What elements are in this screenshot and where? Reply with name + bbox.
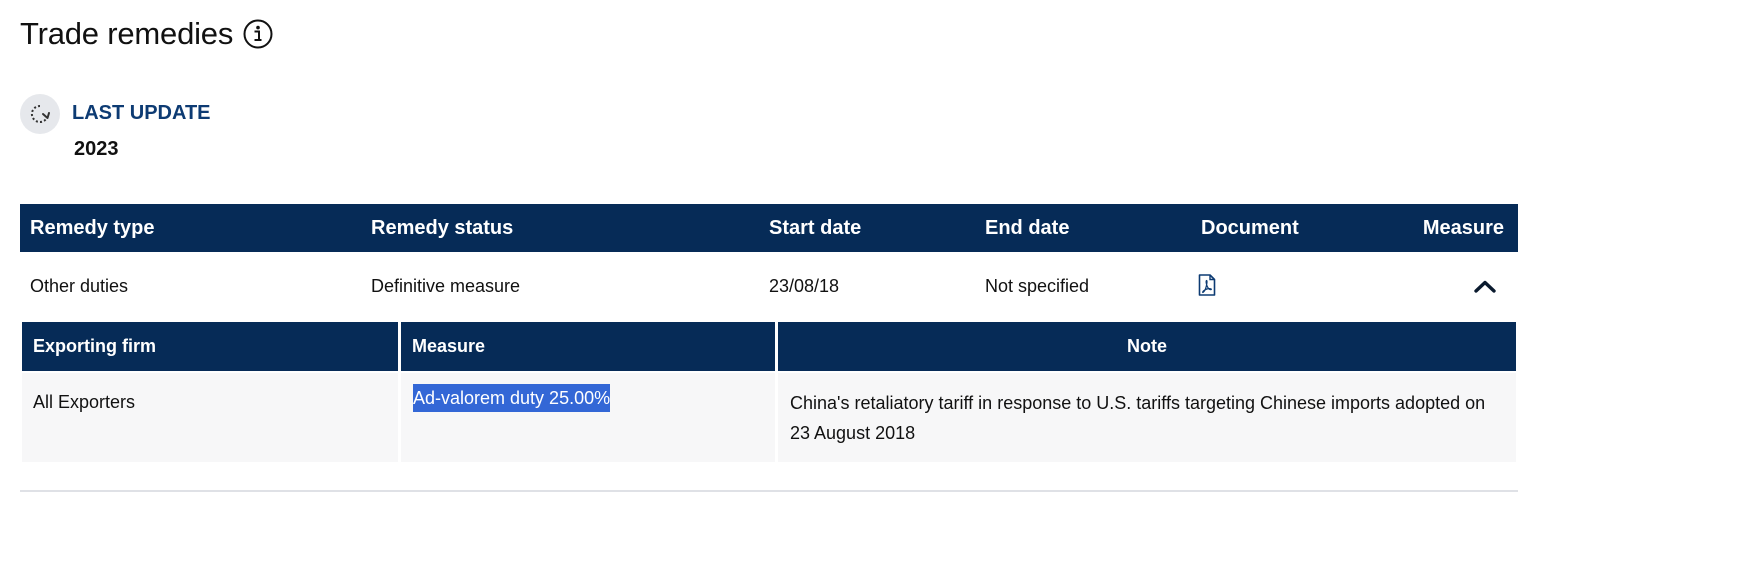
cell-end-date: Not specified [985,276,1090,296]
section-divider [20,490,1518,492]
selected-measure-text[interactable]: Ad-valorem duty 25.00% [413,384,611,412]
cell-note: China's retaliatory tariff in response t… [778,373,1516,462]
collapse-measure-toggle[interactable] [1472,276,1498,296]
remedies-table-header: Remedy type Remedy status Start date End… [20,204,1518,252]
cell-measure-detail: Ad-valorem duty 25.00% [401,373,775,462]
col-remedy-status: Remedy status [371,217,514,239]
col-remedy-type: Remedy type [30,217,155,239]
col-measure: Measure [1422,217,1504,239]
col-document: Document [1201,217,1299,239]
col-note: Note [778,322,1516,371]
section-header: Trade remedies [20,14,273,54]
chevron-up-icon [1474,280,1496,293]
measure-details-header: Exporting firm Measure Note [22,322,1516,371]
cell-start-date: 23/08/18 [769,276,840,296]
refresh-icon [20,94,60,134]
section-title: Trade remedies [20,16,234,51]
cell-remedy-status: Definitive measure [371,276,521,296]
pdf-document-icon[interactable] [1198,274,1216,301]
cell-remedy-type: Other duties [30,276,129,296]
col-measure-detail: Measure [401,322,775,371]
col-start-date: Start date [769,217,862,239]
table-row: All Exporters Ad-valorem duty 25.00% Chi… [22,373,1516,462]
cell-exporting-firm: All Exporters [22,373,398,462]
info-icon[interactable] [243,19,273,49]
table-row: Other duties Definitive measure 23/08/18… [20,252,1518,322]
last-update-label: LAST UPDATE [72,102,211,124]
last-update-value: 2023 [74,138,119,160]
col-exporting-firm: Exporting firm [22,322,398,371]
remedies-table: Remedy type Remedy status Start date End… [20,204,1518,322]
col-end-date: End date [985,217,1070,239]
measure-details-table: Exporting firm Measure Note All Exporter… [22,322,1516,462]
